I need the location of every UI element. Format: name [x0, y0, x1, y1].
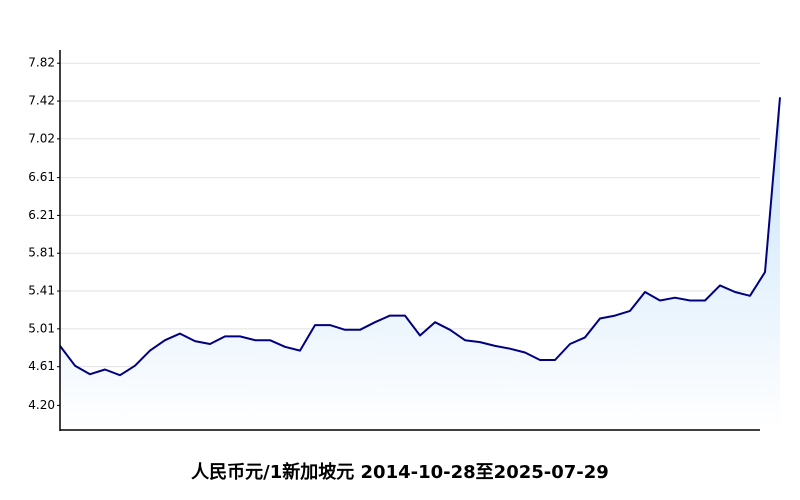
y-tick-label: 7.02: [28, 131, 55, 145]
y-tick-label: 7.42: [28, 94, 55, 108]
y-tick-label: 6.61: [28, 170, 55, 184]
chart-title: 人民币元/1新加坡元 2014-10-28至2025-07-29: [191, 461, 609, 483]
area: [60, 97, 780, 431]
plot: [59, 97, 781, 431]
y-tick-label: 5.01: [28, 321, 55, 335]
line: [59, 97, 781, 377]
y-tick-label: 4.20: [28, 398, 55, 412]
y-tick-label: 6.21: [28, 208, 55, 222]
y-tick-label: 4.61: [28, 359, 55, 373]
y-tick-label: 5.41: [28, 284, 55, 298]
y-tick-label: 5.81: [28, 246, 55, 260]
y-tick-label: 7.82: [28, 56, 55, 70]
